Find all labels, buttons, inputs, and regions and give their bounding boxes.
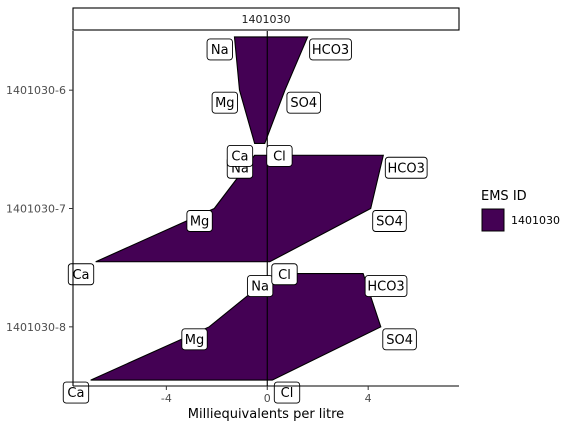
ion-label-box: [211, 91, 238, 114]
ion-label-Mg: Mg: [181, 328, 208, 351]
ion-label-SO4: SO4: [286, 91, 321, 114]
sample-polygon-1401030-6: [233, 36, 309, 144]
x-tick-label: -4: [161, 392, 172, 405]
ion-label-box: [271, 263, 298, 286]
ion-label-text: Ca: [231, 149, 248, 164]
ion-label-box: [382, 328, 417, 351]
ion-label-box: [62, 381, 90, 404]
ion-label-Na: Na: [206, 38, 233, 61]
ion-label-text: Ca: [72, 268, 89, 283]
ion-label-text: HCO3: [388, 161, 425, 176]
ion-label-box: [286, 91, 321, 114]
ion-label-text: HCO3: [367, 280, 404, 295]
y-tick-label: 1401030-7: [6, 203, 66, 216]
ion-label-text: SO4: [290, 96, 317, 111]
ion-label-box: [273, 381, 301, 404]
sample-polygons: [90, 36, 385, 381]
ion-label-box: [364, 275, 408, 298]
ion-label-text: SO4: [386, 333, 413, 348]
ion-label-SO4: SO4: [372, 210, 407, 232]
ion-label-box: [181, 328, 208, 351]
ion-label-box: [246, 275, 274, 298]
x-axis-ticks: -4 0 4: [161, 386, 372, 405]
y-axis-ticks: 1401030-8 1401030-7 1401030-6: [6, 84, 73, 334]
sample-polygon-1401030-8: [90, 273, 382, 381]
ion-label-Mg: Mg: [186, 210, 213, 232]
facet-strip: [72, 7, 460, 31]
ion-label-HCO3: HCO3: [309, 38, 352, 61]
facet-strip-label: 1401030: [242, 13, 291, 26]
ion-label-box: [309, 38, 352, 61]
ion-label-Cl: Cl: [271, 263, 298, 286]
ion-label-text: Mg: [185, 333, 204, 348]
legend-label: 1401030: [511, 214, 560, 227]
ion-label-Mg: Mg: [211, 91, 238, 114]
ion-label-text: Cl: [273, 149, 286, 164]
ion-label-Ca: Ca: [226, 144, 254, 167]
ion-label-text: SO4: [376, 215, 403, 230]
ion-label-text: Cl: [278, 268, 291, 283]
ion-label-text: Na: [211, 43, 229, 58]
ion-label-text: Mg: [190, 215, 209, 230]
legend-key: [481, 208, 505, 232]
ion-label-text: Cl: [281, 386, 294, 401]
ion-label-HCO3: HCO3: [364, 275, 408, 298]
sample-polygon-1401030-7: [95, 154, 385, 263]
y-tick-label: 1401030-8: [6, 321, 66, 334]
ion-label-box: [266, 144, 293, 167]
x-tick-label: 4: [365, 392, 372, 405]
ion-label-Cl: Cl: [273, 381, 301, 404]
ion-label-text: Na: [251, 280, 269, 295]
y-tick-label: 1401030-6: [6, 84, 66, 97]
ion-label-Ca: Ca: [67, 263, 95, 286]
ion-label-Cl: Cl: [266, 144, 293, 167]
ion-label-box: [372, 210, 407, 232]
ion-label-text: Ca: [67, 386, 84, 401]
ion-label-text: Mg: [215, 96, 234, 111]
ion-label-text: HCO3: [312, 43, 349, 58]
x-tick-label: 0: [264, 392, 271, 405]
ion-label-box: [186, 210, 213, 232]
ion-labels: NaMgCaHCO3SO4ClNaMgCaHCO3SO4ClNaMgCaHCO3…: [62, 38, 428, 404]
ion-label-SO4: SO4: [382, 328, 417, 351]
legend-title: EMS ID: [481, 189, 527, 204]
ion-label-box: [384, 156, 428, 179]
ion-label-box: [226, 144, 254, 167]
ion-label-box: [67, 263, 95, 286]
ion-label-Na: Na: [246, 275, 274, 298]
ion-label-Ca: Ca: [62, 381, 90, 404]
ion-label-box: [206, 38, 233, 61]
legend: EMS ID 1401030: [481, 189, 560, 232]
x-axis-title: Milliequivalents per litre: [188, 407, 344, 422]
ion-label-HCO3: HCO3: [384, 156, 428, 179]
